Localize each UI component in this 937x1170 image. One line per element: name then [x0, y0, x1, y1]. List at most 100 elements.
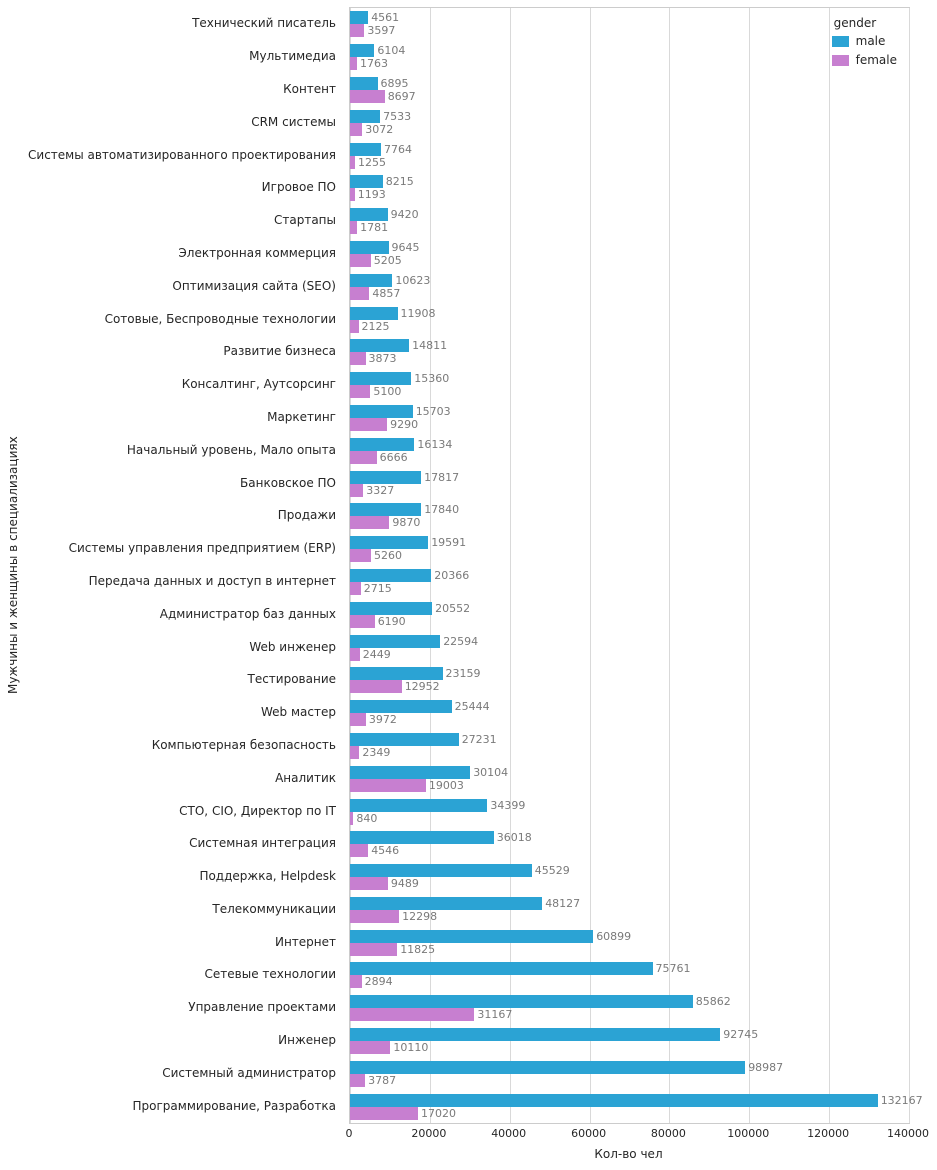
- bar-female: [350, 680, 402, 694]
- bar-male: [350, 404, 413, 418]
- category-label: Системы управления предприятием (ERP): [68, 541, 336, 556]
- bar-male: [350, 109, 381, 123]
- category-label: Стартапы: [273, 213, 336, 228]
- bar-female: [350, 122, 363, 136]
- category-label: Маркетинг: [267, 409, 336, 424]
- value-label-female: 31167: [477, 1008, 513, 1022]
- value-label-male: 6895: [380, 77, 409, 90]
- value-label-female: 3597: [367, 24, 396, 38]
- x-tick-label: 80000: [650, 1127, 686, 1140]
- value-label-male: 36018: [496, 831, 532, 845]
- value-label-female: 5100: [373, 385, 402, 399]
- bar-female: [350, 1008, 475, 1022]
- category-label: Web инженер: [249, 639, 336, 654]
- bar-female: [350, 614, 375, 628]
- bar-male: [350, 929, 594, 943]
- category-label: Игровое ПО: [261, 180, 336, 195]
- legend-entry-female: female: [831, 53, 897, 67]
- category-label: Компьютерная безопасность: [151, 737, 336, 752]
- value-label-male: 15703: [415, 404, 451, 418]
- category-label: Интернет: [274, 934, 336, 949]
- value-label-female: 3787: [368, 1073, 397, 1087]
- value-label-female: 12952: [404, 680, 440, 694]
- bar-male: [350, 962, 653, 976]
- value-label-female: 1255: [358, 155, 386, 169]
- category-label: Администратор баз данных: [159, 606, 336, 621]
- value-label-female: 19003: [428, 778, 464, 792]
- bar-female: [350, 1073, 366, 1087]
- category-label: Аналитик: [275, 770, 336, 785]
- value-label-male: 85862: [695, 995, 731, 1009]
- bar-male: [350, 44, 375, 58]
- bar-female: [350, 90, 385, 103]
- bar-male: [350, 536, 429, 550]
- bar-male: [350, 437, 415, 451]
- bar-male: [350, 765, 471, 779]
- value-label-male: 8215: [385, 175, 414, 189]
- value-label-female: 5260: [374, 549, 402, 563]
- gridline: [909, 8, 910, 1123]
- bar-female: [350, 909, 400, 923]
- category-label: CRM системы: [251, 114, 336, 129]
- value-label-female: 9489: [390, 877, 419, 890]
- x-tick-label: 60000: [571, 1127, 607, 1140]
- category-label: Телекоммуникации: [212, 901, 336, 916]
- value-label-male: 17840: [424, 503, 460, 517]
- category-label: Сетевые технологии: [204, 967, 336, 982]
- bar-female: [350, 221, 358, 235]
- bar-female: [350, 24, 365, 38]
- value-label-male: 11908: [400, 306, 436, 320]
- bar-male: [350, 339, 410, 353]
- category-label: Поддержка, Helpdesk: [199, 869, 336, 883]
- value-label-female: 10110: [393, 1041, 429, 1054]
- bar-female: [350, 254, 371, 267]
- category-label: Программирование, Разработка: [132, 1098, 336, 1113]
- category-label: Продажи: [277, 508, 336, 523]
- bar-male: [350, 11, 369, 25]
- value-label-female: 4546: [371, 844, 400, 858]
- bar-female: [350, 778, 426, 792]
- value-label-female: 17020: [421, 1106, 456, 1120]
- bar-male: [350, 700, 452, 714]
- bar-female: [350, 844, 369, 858]
- category-label: Тестирование: [247, 672, 336, 687]
- bar-female: [350, 286, 370, 300]
- bar-male: [350, 142, 381, 156]
- bar-male: [350, 1060, 746, 1074]
- category-label: Инженер: [278, 1033, 336, 1047]
- category-label: Системная интеграция: [189, 836, 336, 851]
- gridline: [829, 8, 831, 1123]
- bar-male: [350, 634, 441, 648]
- value-label-male: 30104: [473, 765, 509, 779]
- bar-female: [350, 811, 354, 825]
- bar-female: [350, 483, 364, 497]
- bar-male: [350, 864, 532, 877]
- category-label: Консалтинг, Аутсорсинг: [181, 377, 336, 392]
- category-label: Управление проектами: [188, 1000, 336, 1015]
- category-label: Электронная коммерция: [178, 246, 336, 260]
- bar-male: [350, 798, 488, 812]
- category-label: Развитие бизнеса: [223, 344, 336, 359]
- value-label-female: 11825: [400, 942, 436, 956]
- value-label-female: 9290: [390, 417, 419, 431]
- value-label-female: 3873: [368, 352, 397, 366]
- bar-female: [350, 1106, 418, 1120]
- value-label-male: 20552: [435, 601, 471, 615]
- plot-area: gender male female 4561 3597 6104 1763 6895 8…: [349, 7, 923, 1124]
- value-label-male: 19591: [431, 536, 467, 550]
- bar-male: [350, 175, 383, 189]
- bar-female: [350, 319, 359, 333]
- male-color-swatch: [831, 35, 849, 47]
- value-label-male: 9420: [390, 208, 419, 222]
- category-label: Мультимедиа: [249, 49, 336, 64]
- value-label-female: 2894: [364, 975, 393, 989]
- category-label: Оптимизация сайта (SEO): [172, 278, 336, 293]
- value-label-male: 15360: [414, 372, 450, 386]
- legend-label-male: male: [855, 34, 886, 48]
- bar-male: [350, 896, 543, 910]
- bar-female: [350, 877, 388, 890]
- value-label-female: 3072: [365, 122, 394, 136]
- value-label-male: 17817: [424, 470, 460, 484]
- x-tick-label: 100000: [727, 1127, 770, 1140]
